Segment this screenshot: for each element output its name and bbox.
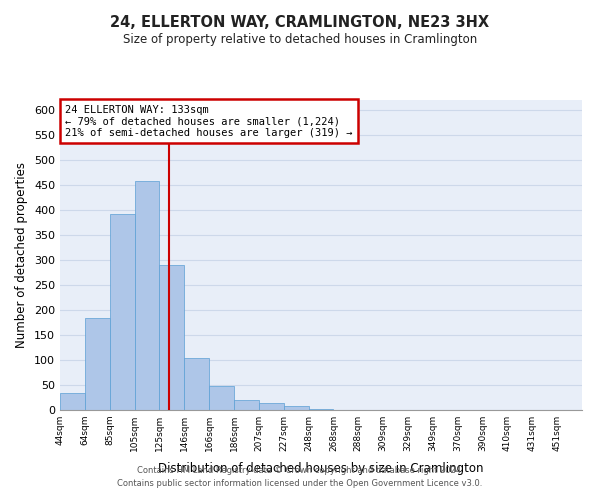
Y-axis label: Number of detached properties: Number of detached properties xyxy=(16,162,28,348)
Bar xyxy=(184,358,209,410)
Bar xyxy=(259,402,284,410)
Bar xyxy=(234,400,259,410)
Bar xyxy=(209,386,234,410)
Bar xyxy=(85,318,110,410)
Text: Size of property relative to detached houses in Cramlington: Size of property relative to detached ho… xyxy=(123,32,477,46)
Bar xyxy=(110,214,134,410)
Bar xyxy=(308,409,334,410)
Text: 24, ELLERTON WAY, CRAMLINGTON, NE23 3HX: 24, ELLERTON WAY, CRAMLINGTON, NE23 3HX xyxy=(110,15,490,30)
Text: 24 ELLERTON WAY: 133sqm
← 79% of detached houses are smaller (1,224)
21% of semi: 24 ELLERTON WAY: 133sqm ← 79% of detache… xyxy=(65,104,353,138)
Bar xyxy=(60,392,85,410)
Text: Contains HM Land Registry data © Crown copyright and database right 2024.
Contai: Contains HM Land Registry data © Crown c… xyxy=(118,466,482,487)
X-axis label: Distribution of detached houses by size in Cramlington: Distribution of detached houses by size … xyxy=(158,462,484,475)
Bar xyxy=(160,265,184,410)
Bar xyxy=(134,181,160,410)
Bar xyxy=(284,406,308,410)
